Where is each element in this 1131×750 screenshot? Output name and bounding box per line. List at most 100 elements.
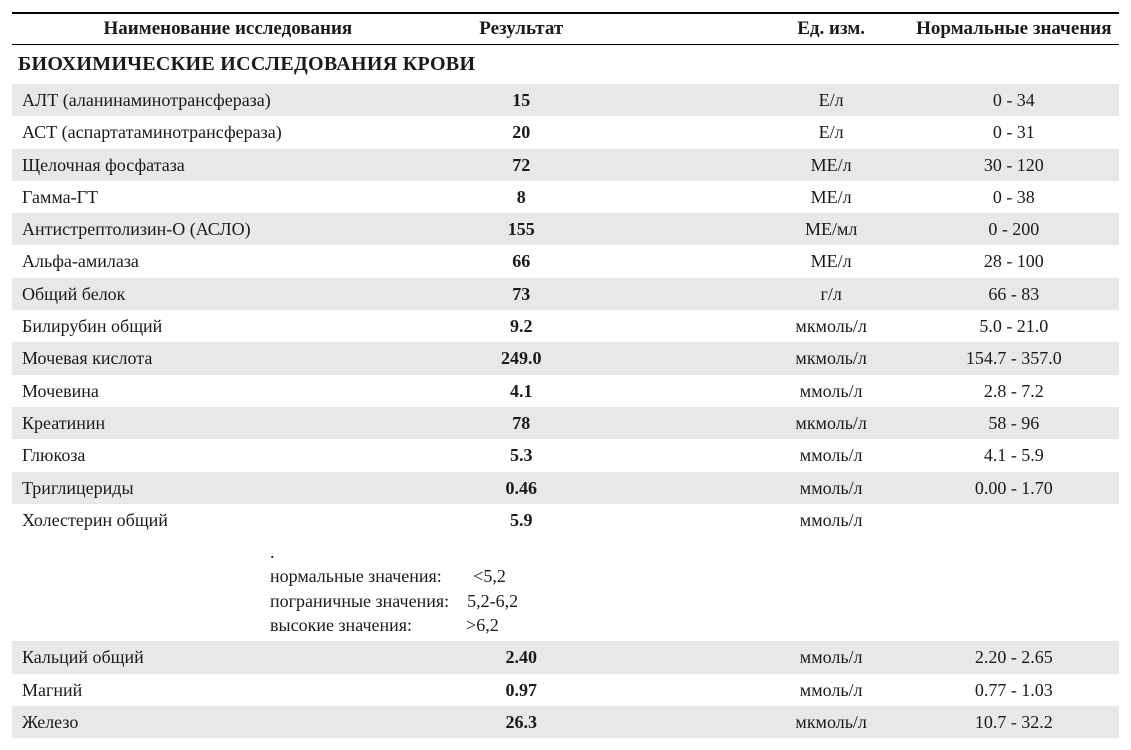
spacer-cell (599, 641, 754, 673)
col-header-unit: Ед. изм. (754, 13, 909, 45)
result-value: 155 (444, 213, 599, 245)
test-name: Антистрептолизин-О (АСЛО) (12, 213, 444, 245)
result-value: 249.0 (444, 342, 599, 374)
test-name: Общий белок (12, 278, 444, 310)
spacer-cell (599, 439, 754, 471)
spacer-cell (599, 278, 754, 310)
test-name: Мочевина (12, 375, 444, 407)
cholesterol-notes-row: .нормальные значения: <5,2пограничные зн… (12, 536, 1119, 641)
range-value: 0.77 - 1.03 (909, 674, 1119, 706)
result-value: 78 (444, 407, 599, 439)
range-value: 66 - 83 (909, 278, 1119, 310)
col-header-spacer (599, 13, 754, 45)
unit-value: Е/л (754, 84, 909, 116)
range-value: 30 - 120 (909, 149, 1119, 181)
unit-value: МЕ/л (754, 181, 909, 213)
spacer-cell (599, 375, 754, 407)
table-row: Мочевина4.1ммоль/л2.8 - 7.2 (12, 375, 1119, 407)
table-row: Креатинин78мкмоль/л58 - 96 (12, 407, 1119, 439)
range-value: 0 - 200 (909, 213, 1119, 245)
test-name: Щелочная фосфатаза (12, 149, 444, 181)
lab-results-table: Наименование исследования Результат Ед. … (12, 12, 1119, 738)
table-row: АЛТ (аланинаминотрансфераза)15Е/л0 - 34 (12, 84, 1119, 116)
unit-value: мкмоль/л (754, 342, 909, 374)
table-body: БИОХИМИЧЕСКИЕ ИССЛЕДОВАНИЯ КРОВИ АЛТ (ал… (12, 45, 1119, 739)
range-value: 4.1 - 5.9 (909, 439, 1119, 471)
range-value: 10.7 - 32.2 (909, 706, 1119, 738)
result-value: 26.3 (444, 706, 599, 738)
test-name: Холестерин общий (12, 504, 444, 536)
result-value: 5.9 (444, 504, 599, 536)
test-name: Глюкоза (12, 439, 444, 471)
notes-line: пограничные значения: 5,2-6,2 (270, 589, 518, 613)
range-value: 154.7 - 357.0 (909, 342, 1119, 374)
result-value: 0.97 (444, 674, 599, 706)
test-name: Мочевая кислота (12, 342, 444, 374)
result-value: 2.40 (444, 641, 599, 673)
table-row: Магний0.97 ммоль/л0.77 - 1.03 (12, 674, 1119, 706)
col-header-name: Наименование исследования (12, 13, 444, 45)
table-row: Билирубин общий9.2мкмоль/л5.0 - 21.0 (12, 310, 1119, 342)
result-value: 72 (444, 149, 599, 181)
unit-value: мкмоль/л (754, 706, 909, 738)
spacer-cell (599, 213, 754, 245)
spacer-cell (599, 674, 754, 706)
table-row: Железо26.3 мкмоль/л10.7 - 32.2 (12, 706, 1119, 738)
unit-value: ммоль/л (754, 641, 909, 673)
range-value: 2.20 - 2.65 (909, 641, 1119, 673)
test-name: Магний (12, 674, 444, 706)
notes-line: высокие значения: >6,2 (270, 613, 518, 637)
test-name: АСТ (аспартатаминотрансфераза) (12, 116, 444, 148)
result-value: 8 (444, 181, 599, 213)
test-name: АЛТ (аланинаминотрансфераза) (12, 84, 444, 116)
spacer-cell (599, 472, 754, 504)
unit-value: г/л (754, 278, 909, 310)
spacer-cell (599, 407, 754, 439)
table-row: Антистрептолизин-О (АСЛО)155 МЕ/мл0 - 200 (12, 213, 1119, 245)
spacer-cell (599, 116, 754, 148)
spacer-cell (599, 706, 754, 738)
spacer-cell (599, 342, 754, 374)
range-value: 0 - 34 (909, 84, 1119, 116)
test-name: Кальций общий (12, 641, 444, 673)
test-name: Железо (12, 706, 444, 738)
table-row: Глюкоза5.3 ммоль/л4.1 - 5.9 (12, 439, 1119, 471)
range-value: 58 - 96 (909, 407, 1119, 439)
spacer-cell (599, 84, 754, 116)
table-row: Мочевая кислота249.0 мкмоль/л154.7 - 357.… (12, 342, 1119, 374)
spacer-cell (599, 181, 754, 213)
notes-dot: . (270, 540, 518, 564)
col-header-result: Результат (444, 13, 599, 45)
unit-value: ммоль/л (754, 439, 909, 471)
unit-value: ммоль/л (754, 504, 909, 536)
result-value: 5.3 (444, 439, 599, 471)
cholesterol-notes: .нормальные значения: <5,2пограничные зн… (270, 540, 518, 637)
range-value: 0.00 - 1.70 (909, 472, 1119, 504)
col-header-range: Нормальные значения (909, 13, 1119, 45)
section-title-row: БИОХИМИЧЕСКИЕ ИССЛЕДОВАНИЯ КРОВИ (12, 45, 1119, 85)
table-row: АСТ (аспартатаминотрансфераза)20Е/л0 - 3… (12, 116, 1119, 148)
range-value: 2.8 - 7.2 (909, 375, 1119, 407)
result-value: 20 (444, 116, 599, 148)
spacer-cell (599, 504, 754, 536)
table-header-row: Наименование исследования Результат Ед. … (12, 13, 1119, 45)
range-value: 28 - 100 (909, 245, 1119, 277)
test-name: Гамма-ГТ (12, 181, 444, 213)
unit-value: ммоль/л (754, 674, 909, 706)
range-value: 0 - 38 (909, 181, 1119, 213)
unit-value: Е/л (754, 116, 909, 148)
test-name: Триглицериды (12, 472, 444, 504)
unit-value: мкмоль/л (754, 310, 909, 342)
unit-value: МЕ/мл (754, 213, 909, 245)
table-row: Холестерин общий5.9 ммоль/л (12, 504, 1119, 536)
table-row: Триглицериды0.46ммоль/л0.00 - 1.70 (12, 472, 1119, 504)
result-value: 73 (444, 278, 599, 310)
result-value: 4.1 (444, 375, 599, 407)
table-row: Кальций общий2.40 ммоль/л2.20 - 2.65 (12, 641, 1119, 673)
unit-value: МЕ/л (754, 149, 909, 181)
spacer-cell (599, 149, 754, 181)
test-name: Билирубин общий (12, 310, 444, 342)
result-value: 66 (444, 245, 599, 277)
test-name: Креатинин (12, 407, 444, 439)
section-title: БИОХИМИЧЕСКИЕ ИССЛЕДОВАНИЯ КРОВИ (12, 45, 1119, 85)
